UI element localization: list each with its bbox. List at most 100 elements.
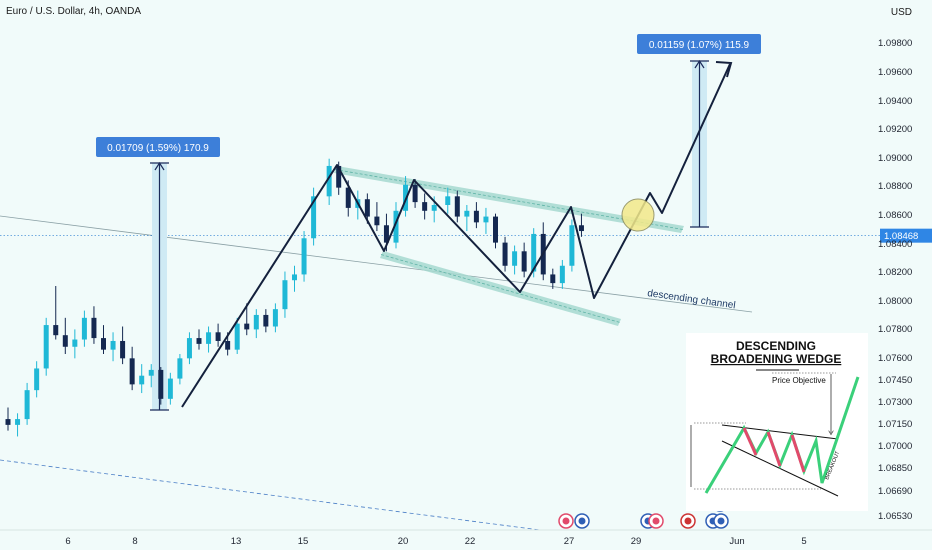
current-price-tag <box>880 228 932 243</box>
candle-body <box>292 274 297 281</box>
candle-body <box>559 265 565 284</box>
candle-body <box>493 216 498 243</box>
event-icon-dot <box>717 517 725 525</box>
measure-arrowhead-1 <box>154 161 165 171</box>
candle-body <box>431 205 437 211</box>
y-tick-label: 1.06530 <box>878 511 912 522</box>
candle-body <box>24 390 30 420</box>
long-trendline <box>0 215 753 313</box>
candle-body <box>34 368 40 391</box>
inset-title-line1: DESCENDING <box>736 339 816 353</box>
wave-projection-path <box>181 63 731 408</box>
candle-body <box>301 238 307 275</box>
candle-body <box>326 165 332 197</box>
x-tick-label: 6 <box>65 536 70 547</box>
candle-body <box>263 314 269 327</box>
x-tick-label: 22 <box>465 536 476 547</box>
inset-red-leg-1 <box>742 427 758 456</box>
candle-body <box>412 184 418 203</box>
y-tick-label: 1.08800 <box>878 181 912 192</box>
event-icon-dot <box>562 517 570 525</box>
candle-body <box>473 210 479 223</box>
candle-body <box>578 225 584 232</box>
y-tick-label: 1.07800 <box>878 324 912 335</box>
candle-body <box>569 225 575 266</box>
candle-body <box>550 274 556 284</box>
measure-label-2: 0.01159 (1.07%) 115.9 <box>649 40 750 51</box>
candle-body <box>215 332 221 341</box>
candle-body <box>282 280 288 310</box>
candle-body <box>225 340 231 350</box>
candle-body <box>110 340 116 350</box>
y-tick-label: 1.07600 <box>878 353 912 364</box>
candle-body <box>483 216 489 223</box>
lower-channel-mid <box>380 254 621 323</box>
y-tick-label: 1.08400 <box>878 239 912 250</box>
candle-body <box>196 338 202 344</box>
y-tick-label: 1.08600 <box>878 210 912 221</box>
candle-body <box>531 233 537 272</box>
candle-body <box>167 378 173 399</box>
candle-body <box>206 332 212 344</box>
candle-body <box>72 339 78 347</box>
candle-body <box>345 187 351 208</box>
x-tick-label: 13 <box>231 536 242 547</box>
y-tick-label: 1.08000 <box>878 296 912 307</box>
candle-body <box>15 419 21 425</box>
event-icon-dot <box>578 517 586 525</box>
y-tick-label: 1.09600 <box>878 67 912 78</box>
y-tick-label: 1.07450 <box>878 375 912 386</box>
x-tick-label: 5 <box>801 536 806 547</box>
inset-diagram: DESCENDING BROADENING WEDGE Price Object… <box>686 333 868 511</box>
measure-arrowhead-2 <box>694 59 705 69</box>
inset-upper-line <box>721 424 839 440</box>
y-tick-label: 1.07000 <box>878 441 912 452</box>
wave-arrowhead <box>715 61 733 78</box>
current-price-text: 1.08468 <box>884 231 918 242</box>
inset-background <box>686 333 868 511</box>
lower-channel-band <box>380 251 621 326</box>
candle-body <box>521 251 527 272</box>
y-tick-label: 1.09800 <box>878 38 912 49</box>
breakout-circle <box>621 198 655 232</box>
candle-body <box>512 251 518 266</box>
dashed-trendline <box>0 459 541 531</box>
y-tick-label: 1.09000 <box>878 153 912 164</box>
candle-body <box>120 340 126 359</box>
measure-label-1: 0.01709 (1.59%) 170.9 <box>107 143 209 154</box>
candle-body <box>253 314 259 330</box>
chart-title: Euro / U.S. Dollar, 4h, OANDA <box>6 6 142 17</box>
candle-body <box>129 358 135 385</box>
y-tick-label: 1.06690 <box>878 486 912 497</box>
inset-red-leg-2 <box>766 431 782 467</box>
candle-body <box>383 225 389 243</box>
y-tick-label: 1.07300 <box>878 397 912 408</box>
y-tick-label: 1.09200 <box>878 124 912 135</box>
measure-label-box-2 <box>637 34 761 54</box>
candle-body <box>464 210 470 217</box>
candle-body <box>62 335 68 347</box>
candle-body <box>364 199 370 217</box>
y-tick-label: 1.07150 <box>878 419 912 430</box>
x-tick-label: 15 <box>298 536 309 547</box>
candle-body <box>81 317 87 340</box>
candle-body <box>374 216 380 226</box>
x-tick-label: Jun <box>729 536 744 547</box>
inset-objective-label: Price Objective <box>772 376 826 385</box>
x-tick-label: 8 <box>132 536 137 547</box>
candle-body <box>53 325 59 336</box>
candle-body <box>336 165 342 188</box>
candle-body <box>91 317 97 339</box>
candle-body <box>139 375 145 385</box>
candle-body <box>177 358 183 379</box>
candle-body <box>244 323 250 330</box>
upper-channel-mid <box>334 169 684 230</box>
event-icon-dot <box>652 517 660 525</box>
currency-label[interactable]: USD <box>890 7 912 18</box>
candle-body <box>234 323 240 350</box>
measure-label-box-1 <box>96 137 220 157</box>
channel-label: descending channel <box>647 288 737 311</box>
candle-body <box>502 242 508 266</box>
